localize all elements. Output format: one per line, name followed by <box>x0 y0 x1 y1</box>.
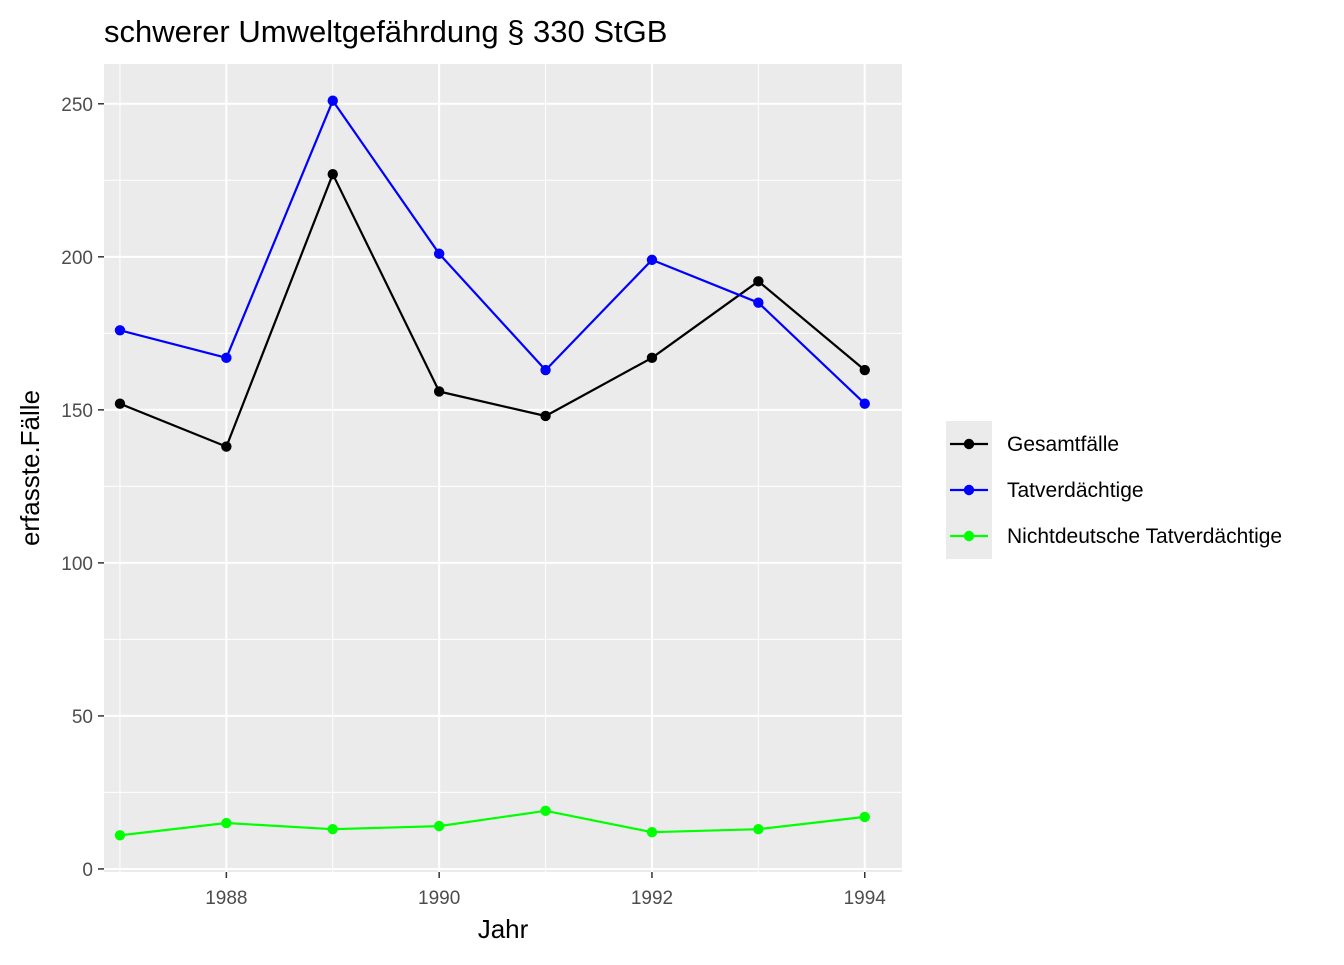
y-tick-label: 50 <box>72 707 93 728</box>
data-point <box>114 398 126 409</box>
data-point <box>753 276 764 287</box>
x-tick-label: 1990 <box>418 888 460 909</box>
x-tick-label: 1988 <box>205 888 247 909</box>
data-point <box>540 364 551 376</box>
x-axis-title: Jahr <box>478 914 529 944</box>
data-point <box>114 830 126 841</box>
legend-label: Gesamtfälle <box>1007 433 1119 456</box>
y-tick-label: 200 <box>61 248 93 269</box>
data-point <box>646 254 658 266</box>
data-point <box>540 410 551 422</box>
data-point <box>433 820 445 832</box>
grid-lines <box>104 64 902 872</box>
data-point <box>221 441 232 452</box>
legend-label: Tatverdächtige <box>1007 479 1144 502</box>
data-point <box>753 297 764 308</box>
legend-label: Nichtdeutsche Tatverdächtige <box>1007 525 1282 548</box>
data-point <box>859 398 870 409</box>
series-line <box>119 173 866 448</box>
legend-key-point <box>963 438 975 450</box>
data-point <box>114 325 126 336</box>
legend-key-point <box>963 530 975 542</box>
data-point <box>753 823 764 835</box>
legend-key-point <box>963 484 975 496</box>
series-layer <box>114 95 870 841</box>
data-point <box>221 352 232 364</box>
data-point <box>859 364 870 376</box>
data-point <box>221 817 232 829</box>
plot-panel <box>104 64 902 872</box>
x-tick-label: 1994 <box>844 888 887 909</box>
data-point <box>327 168 338 180</box>
data-point <box>540 805 551 816</box>
x-tick-label: 1992 <box>631 888 673 909</box>
y-tick-label: 0 <box>82 860 93 881</box>
y-tick-label: 150 <box>61 401 93 422</box>
data-point <box>327 95 338 106</box>
data-point <box>433 386 445 397</box>
chart-title: schwerer Umweltgefährdung § 330 StGB <box>104 14 667 49</box>
data-point <box>646 827 658 838</box>
y-axis-title: erfasste.Fälle <box>15 390 45 546</box>
series-line <box>119 99 866 405</box>
data-point <box>859 811 870 823</box>
y-tick-label: 250 <box>61 95 93 116</box>
series-line <box>119 809 865 837</box>
data-point <box>327 823 338 835</box>
y-tick-label: 100 <box>61 554 93 575</box>
data-point <box>433 248 445 259</box>
legend: Gesamtfälle Tatverdächtige Nichtdeutsche T… <box>946 421 1282 559</box>
axes: 0 50 100 150 200 250 1988 1990 1992 1994 <box>61 95 886 909</box>
data-point <box>646 352 658 364</box>
